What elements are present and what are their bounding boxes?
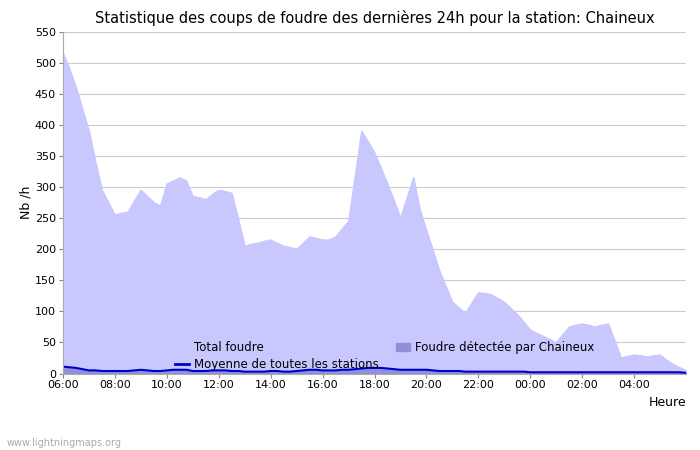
Y-axis label: Nb /h: Nb /h [19,186,32,219]
Text: Heure: Heure [648,396,686,409]
Legend: Total foudre, Moyenne de toutes les stations, Foudre détectée par Chaineux: Total foudre, Moyenne de toutes les stat… [175,342,594,371]
Text: www.lightningmaps.org: www.lightningmaps.org [7,438,122,448]
Title: Statistique des coups de foudre des dernières 24h pour la station: Chaineux: Statistique des coups de foudre des dern… [94,10,654,26]
